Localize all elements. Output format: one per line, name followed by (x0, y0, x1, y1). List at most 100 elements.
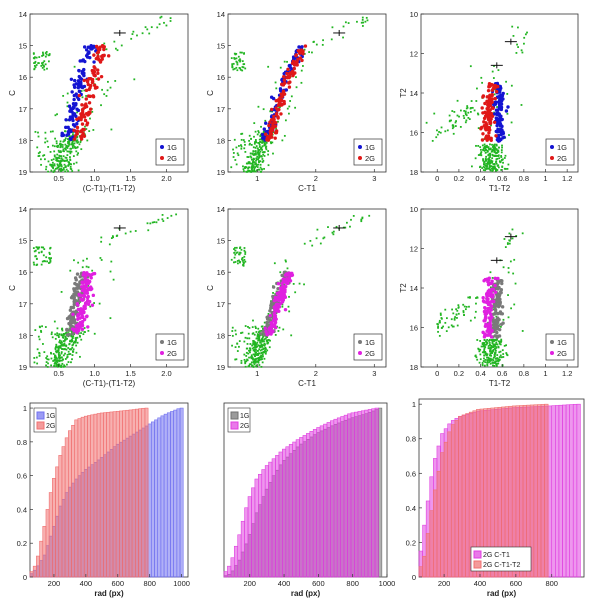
population-point (279, 112, 283, 116)
histogram-bar (103, 412, 107, 578)
field-star-point (60, 364, 63, 367)
field-star-point (42, 51, 44, 54)
y-tick-label: 16 (410, 324, 418, 333)
field-star-point (483, 357, 485, 360)
population-point (485, 95, 489, 99)
field-star-point (66, 159, 69, 161)
field-star-point (265, 350, 267, 353)
field-star-point (62, 94, 65, 97)
field-star-point (248, 327, 251, 329)
population-point (88, 273, 93, 278)
legend-marker (358, 145, 362, 149)
field-star-point (86, 139, 89, 142)
field-star-point (40, 250, 43, 253)
x-tick-label: 1 (255, 369, 259, 378)
field-star-point (57, 349, 59, 352)
population-point (496, 276, 500, 281)
field-star-point (255, 331, 258, 333)
population-point (285, 71, 289, 76)
field-star-point (499, 354, 502, 357)
field-star-point (70, 334, 73, 337)
field-star-point (255, 337, 258, 340)
population-point (80, 108, 85, 112)
population-point (267, 134, 271, 139)
field-star-point (73, 146, 76, 148)
field-star-point (87, 329, 90, 332)
field-star-point (231, 330, 234, 332)
field-star-point (236, 152, 239, 155)
field-star-point (475, 100, 478, 102)
population-point (500, 117, 504, 122)
population-point (268, 120, 272, 124)
x-tick-label: 0 (435, 369, 439, 378)
field-star-point (246, 337, 249, 340)
field-star-point (68, 343, 71, 346)
plot-frame (29, 13, 189, 173)
population-point (68, 308, 73, 312)
field-star-point (258, 161, 261, 164)
population-point (96, 68, 100, 72)
field-stars (425, 25, 528, 172)
field-star-point (243, 255, 246, 258)
histogram-bar (154, 419, 158, 578)
field-star-point (488, 342, 491, 344)
field-star-point (489, 352, 492, 355)
x-axis-label: (C-T1)-(T1-T2) (83, 379, 136, 388)
field-star-point (69, 339, 72, 342)
population-point (493, 283, 497, 288)
field-star-point (455, 120, 457, 122)
x-tick-label: 2.0 (161, 369, 171, 378)
field-star-point (327, 226, 329, 228)
histogram-bar (157, 417, 162, 578)
field-star-point (79, 355, 81, 358)
field-star-point (274, 81, 277, 84)
field-star-point (466, 105, 469, 107)
field-star-point (456, 309, 459, 312)
field-star-point (46, 140, 49, 143)
field-star-point (64, 358, 67, 360)
field-star-point (243, 247, 246, 249)
field-star-point (56, 164, 59, 166)
field-star-point (475, 356, 478, 359)
field-star-point (258, 160, 260, 162)
field-star-point (252, 319, 254, 322)
field-star-point (78, 302, 80, 305)
field-star-point (254, 360, 257, 362)
field-star-point (62, 365, 65, 368)
field-star-point (64, 137, 67, 140)
field-star-point (69, 152, 72, 155)
field-star-point (506, 112, 509, 115)
field-star-point (49, 246, 52, 249)
legend-box (353, 333, 383, 361)
field-star-point (482, 149, 485, 152)
population-point (71, 118, 75, 123)
field-star-point (61, 334, 64, 337)
field-star-point (488, 339, 491, 342)
field-star-point (72, 155, 75, 158)
legend-label: 2G (557, 349, 567, 358)
field-star-point (155, 221, 158, 224)
field-star-point (450, 119, 452, 122)
field-star-point (56, 113, 58, 116)
field-star-point (493, 151, 496, 153)
y-tick-label: 16 (410, 129, 418, 138)
field-star-point (483, 145, 486, 148)
field-star-point (258, 357, 261, 360)
population-point (73, 281, 77, 286)
field-star-point (63, 344, 66, 347)
field-star-point (50, 257, 52, 259)
population-point (81, 297, 86, 302)
field-star-point (500, 338, 503, 341)
field-star-point (244, 67, 247, 70)
field-star-point (72, 131, 74, 134)
x-tick-label: 1 (543, 174, 547, 183)
series-2G (481, 276, 500, 339)
field-star-point (445, 330, 448, 333)
population-point (81, 131, 85, 136)
field-star-point (300, 69, 303, 72)
field-star-point (256, 357, 259, 360)
field-star-point (34, 130, 37, 133)
population-point (288, 63, 292, 68)
field-star-point (243, 340, 246, 343)
